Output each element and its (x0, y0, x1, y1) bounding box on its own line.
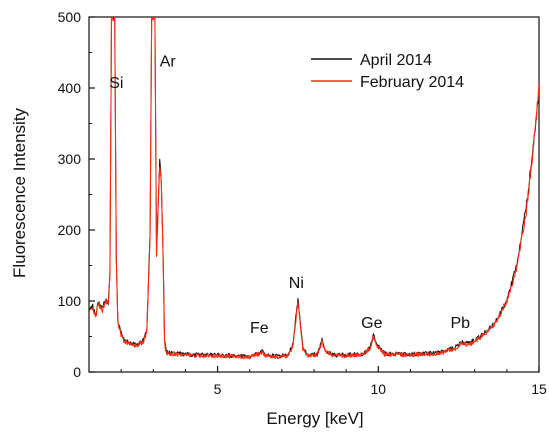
y-tick-label-2: 100 (58, 293, 82, 309)
y-axis-label: Fluorescence Intensity (10, 107, 29, 278)
annotation-label-ar: Ar (160, 54, 177, 71)
annotation-label-si: Si (109, 75, 123, 92)
legend-label-2: February 2014 (360, 74, 464, 91)
x-tick-label-2: 10 (370, 381, 386, 397)
y-tick-label-4: 300 (58, 151, 82, 167)
annotations-layer: Si Ar Fe Ni Ge Pb (109, 54, 470, 337)
axes-layer: 5 10 15 0 100 200 300 400 500 (58, 9, 547, 397)
series-layer (89, 17, 539, 360)
y-tick-label-1: 0 (73, 364, 81, 380)
legend: April 2014 February 2014 (311, 52, 464, 91)
x-axis-label: Energy [keV] (266, 409, 363, 428)
x-tick-label-1: 5 (214, 381, 222, 397)
annotation-label-ge: Ge (361, 315, 382, 332)
y-tick-label-5: 400 (58, 80, 82, 96)
y-tick-label-6: 500 (58, 9, 82, 25)
annotation-label-pb: Pb (450, 315, 470, 332)
legend-label-1: April 2014 (360, 52, 432, 69)
x-tick-label-3: 15 (531, 381, 547, 397)
annotation-label-fe: Fe (250, 320, 269, 337)
series-line-2 (89, 17, 539, 360)
y-tick-label-3: 200 (58, 222, 82, 238)
annotation-label-ni: Ni (289, 275, 304, 292)
